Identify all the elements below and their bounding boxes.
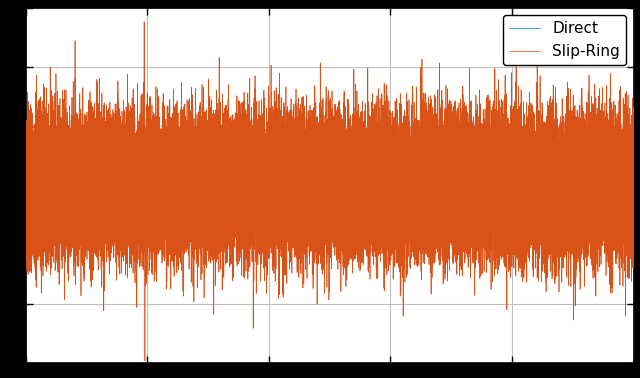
Direct: [332, 212, 340, 217]
Direct: [255, 184, 262, 189]
Slip-Ring: [473, 235, 481, 240]
Legend: Direct, Slip-Ring: Direct, Slip-Ring: [503, 15, 626, 65]
Direct: [22, 171, 29, 175]
Line: Slip-Ring: Slip-Ring: [26, 22, 634, 361]
Direct: [630, 183, 637, 187]
Slip-Ring: [168, 154, 176, 158]
Slip-Ring: [63, 158, 71, 162]
Direct: [473, 180, 481, 184]
Direct: [63, 174, 71, 179]
Slip-Ring: [255, 214, 262, 218]
Slip-Ring: [140, 358, 148, 363]
Slip-Ring: [388, 211, 396, 216]
Direct: [168, 179, 176, 183]
Direct: [388, 192, 396, 197]
Slip-Ring: [630, 167, 637, 171]
Slip-Ring: [140, 20, 148, 24]
Direct: [351, 173, 359, 178]
Slip-Ring: [22, 212, 29, 217]
Slip-Ring: [351, 169, 359, 174]
Line: Direct: Direct: [26, 155, 634, 214]
Direct: [527, 152, 534, 157]
